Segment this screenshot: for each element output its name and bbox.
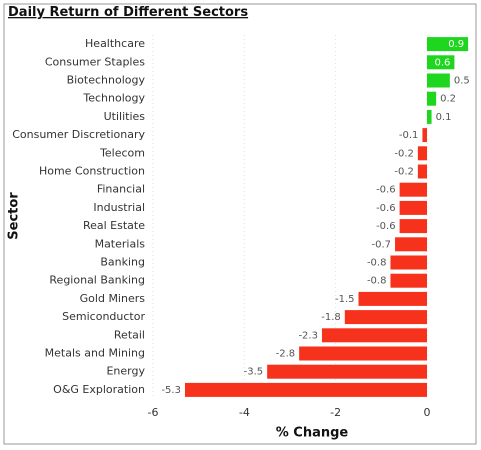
value-label: 0.1: [436, 112, 452, 123]
value-label: -0.6: [376, 221, 396, 232]
value-label: -1.5: [335, 294, 355, 305]
bar: [427, 55, 455, 70]
chart-title: Daily Return of Different Sectors: [8, 5, 248, 20]
bar: [427, 73, 450, 88]
value-label: -3.5: [244, 367, 264, 378]
value-label: -0.8: [367, 276, 387, 287]
y-axis-title: Sector: [7, 192, 22, 240]
value-label: 0.5: [454, 76, 470, 87]
bar: [399, 200, 427, 215]
value-label: -2.3: [298, 330, 318, 341]
value-label: 0.2: [440, 94, 456, 105]
y-tick-label: Regional Banking: [49, 274, 145, 287]
y-tick-label: O&G Exploration: [53, 383, 145, 396]
bar: [399, 219, 427, 234]
value-label: -1.8: [321, 312, 341, 323]
bar: [390, 255, 427, 270]
bar: [427, 109, 432, 124]
y-tick-label: Materials: [95, 237, 146, 250]
bar: [390, 273, 427, 288]
y-tick-label: Real Estate: [83, 219, 145, 232]
y-tick-label: Metals and Mining: [45, 347, 145, 360]
x-tick-label: -2: [330, 406, 341, 419]
y-tick-label: Consumer Staples: [45, 55, 145, 68]
bar: [299, 346, 427, 361]
bar: [267, 364, 427, 379]
x-axis-title: % Change: [276, 426, 349, 441]
y-tick-label: Retail: [114, 328, 145, 341]
y-tick-label: Healthcare: [85, 37, 145, 50]
y-tick-label: Semiconductor: [62, 310, 145, 323]
value-label: -0.2: [394, 167, 414, 178]
value-label: -0.1: [399, 130, 419, 141]
value-label: -5.3: [161, 385, 181, 396]
value-label: -0.8: [367, 258, 387, 269]
value-label: -0.7: [372, 239, 392, 250]
value-label: -0.6: [376, 185, 396, 196]
y-tick-label: Industrial: [93, 201, 145, 214]
value-label: 0.6: [434, 57, 450, 68]
y-tick-label: Banking: [100, 256, 145, 269]
y-tick-label: Home Construction: [39, 165, 145, 178]
x-tick-label: -6: [148, 406, 159, 419]
bar: [358, 291, 427, 306]
bar: [399, 182, 427, 197]
bar: [422, 128, 427, 143]
bar: [427, 37, 469, 52]
bar: [344, 310, 427, 325]
y-tick-label: Biotechnology: [67, 74, 146, 87]
y-tick-label: Utilities: [104, 110, 146, 123]
y-tick-label: Energy: [106, 365, 145, 378]
x-tick-label: 0: [424, 406, 431, 419]
bar: [427, 91, 437, 106]
value-label: -0.2: [394, 148, 414, 159]
y-tick-label: Gold Miners: [80, 292, 146, 305]
y-tick-label: Telecom: [99, 146, 145, 159]
y-tick-label: Financial: [97, 183, 145, 196]
bar: [417, 164, 427, 179]
bar: [417, 146, 427, 161]
y-tick-label: Consumer Discretionary: [12, 128, 145, 141]
value-label: 0.9: [448, 39, 464, 50]
x-tick-label: -4: [239, 406, 250, 419]
bar: [184, 382, 427, 397]
value-label: -0.6: [376, 203, 396, 214]
y-tick-label: Technology: [82, 92, 145, 105]
value-label: -2.8: [276, 349, 296, 360]
bar: [395, 237, 427, 252]
bar: [321, 328, 427, 343]
chart-frame: [3, 3, 477, 445]
